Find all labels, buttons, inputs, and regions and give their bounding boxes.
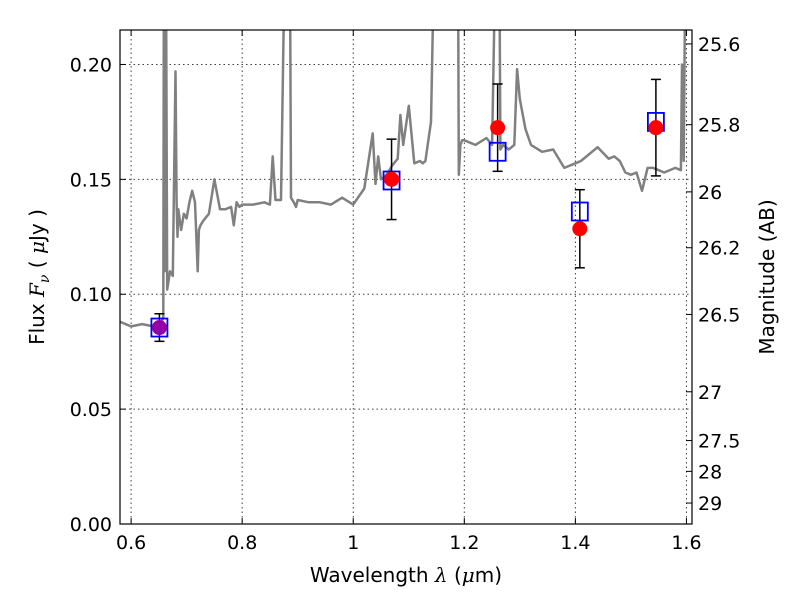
- observed-point: [384, 171, 400, 187]
- observed-point: [648, 120, 664, 136]
- y2-tick-label: 25.8: [698, 115, 740, 137]
- y2-tick-label: 26.5: [698, 304, 740, 326]
- y2-tick-label: 26: [698, 182, 722, 204]
- plot-background: [120, 30, 692, 524]
- model-photometry-square: [150, 317, 169, 338]
- observed-point: [151, 320, 167, 336]
- spectrum-line: [120, 30, 687, 328]
- x-tick-label: 1.6: [671, 532, 701, 554]
- y2-tick-label: 28: [698, 461, 722, 483]
- plot-frame: [119, 29, 693, 525]
- x-tick-label: 0.8: [227, 532, 257, 554]
- x-tick-label: 0.6: [116, 532, 146, 554]
- y-tick-label: 0.20: [70, 54, 112, 76]
- y2-tick-label: 25.6: [698, 34, 740, 56]
- y2-axis-label: Magnitude (AB): [755, 199, 779, 354]
- observed-point: [490, 120, 506, 136]
- tick-labels: 0.6 0.8 1 1.2 1.4 1.6 0.00 0.05 0.10 0.15 0.20 25.6…: [70, 34, 741, 554]
- y-tick-label: 0.00: [70, 514, 112, 536]
- y2-tick-label: 27.5: [698, 431, 740, 453]
- x-tick-label: 1.2: [449, 532, 479, 554]
- series-layer: [120, 30, 687, 328]
- errorbar-layer: [150, 78, 665, 343]
- y2-tick-label: 29: [698, 493, 722, 515]
- y-tick-label: 0.05: [70, 399, 112, 421]
- y-tick-label: 0.15: [70, 169, 112, 191]
- model-photometry-square: [488, 141, 507, 162]
- observed-point: [572, 221, 588, 237]
- y2-tick-label: 26.2: [698, 238, 740, 260]
- x-tick-label: 1: [347, 532, 359, 554]
- axis-ticks: [120, 30, 692, 525]
- y-axis-label: Flux Fν ( μJy ): [25, 209, 53, 345]
- model-photometry-square: [382, 170, 401, 191]
- x-tick-label: 1.4: [560, 532, 590, 554]
- model-photometry-square: [570, 201, 589, 222]
- y2-tick-label: 27: [698, 382, 722, 404]
- y-tick-label: 0.10: [70, 284, 112, 306]
- x-axis-label: Wavelength λ (μm): [310, 563, 502, 587]
